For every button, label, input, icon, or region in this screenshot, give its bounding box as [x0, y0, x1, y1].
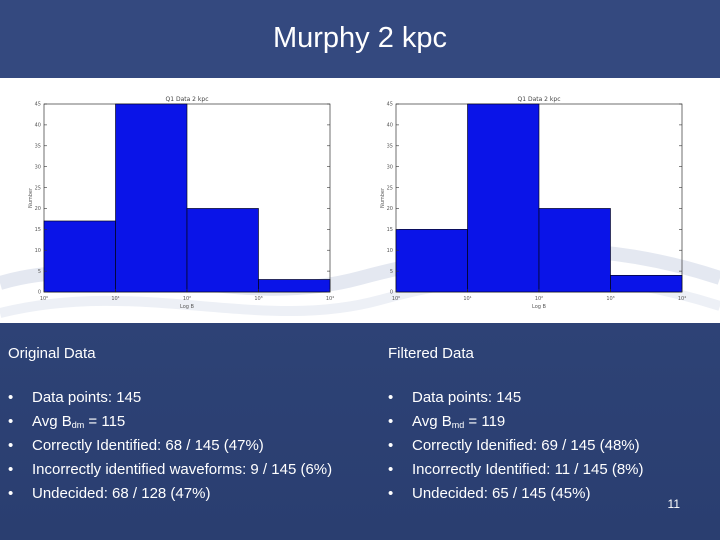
y-tick-label: 5: [390, 269, 393, 275]
y-tick-label: 5: [38, 269, 41, 275]
x-tick-label: 10⁴: [326, 296, 334, 302]
bullet-item: • Undecided: 68 / 128 (47%): [8, 485, 211, 502]
figure-panel: 0 5 10 15 20 25 30 35 40 45 10⁰ 10¹ 10² 10³ 10⁴ Q1 Data…: [0, 78, 720, 323]
histogram-bar: [610, 274, 683, 293]
bullet-item: • Incorrectly identified waveforms: 9 / 1…: [8, 461, 333, 478]
chart-title: Q1 Data 2 kpc: [518, 96, 561, 103]
bullet-item: • Data points: 145: [388, 389, 522, 406]
original-data-heading: Original Data: [8, 345, 96, 362]
bullet-item: • Data points: 145: [8, 389, 142, 406]
y-tick-label: 15: [387, 227, 393, 233]
y-tick-label: 10: [387, 248, 393, 254]
histogram-filtered-svg: 0 5 10 15 20 25 30 35 40 45 10⁰ 10¹ 10² 10³ 10⁴ Q1 Data…: [380, 96, 686, 310]
x-tick-label: 10¹: [463, 296, 471, 302]
histogram-bar: [186, 208, 259, 293]
x-axis-label: Log B: [532, 304, 547, 310]
y-tick-label: 15: [35, 227, 41, 233]
x-tick-label: 10⁰: [392, 296, 400, 302]
histogram-bar: [258, 279, 331, 293]
x-tick-label: 10⁰: [40, 296, 48, 302]
histogram-original: 0 5 10 15 20 25 30 35 40 45 10⁰ 10¹ 10² 10³ 10⁴ Q1 Data…: [26, 92, 344, 312]
y-tick-label: 45: [387, 102, 393, 108]
y-tick-label: 20: [35, 206, 41, 212]
histogram-bar: [395, 229, 468, 293]
y-tick-label: 0: [38, 290, 41, 296]
bullet-item: • Correctly Idenified: 69 / 145 (48%): [388, 437, 640, 454]
filtered-data-heading: Filtered Data: [388, 345, 474, 362]
filtered-data-bullets: • Data points: 145 • Avg Bmd = 119 • Correc…: [388, 388, 644, 508]
x-tick-label: 10⁴: [678, 296, 686, 302]
y-tick-label: 0: [390, 290, 393, 296]
histogram-filtered: 0 5 10 15 20 25 30 35 40 45 10⁰ 10¹ 10² 10³ 10⁴ Q1 Data…: [378, 92, 696, 312]
x-tick-label: 10²: [535, 296, 543, 302]
y-tick-label: 35: [387, 143, 393, 149]
y-tick-label: 40: [387, 123, 393, 129]
x-tick-label: 10²: [183, 296, 191, 302]
y-tick-label: 45: [35, 102, 41, 108]
y-tick-label: 40: [35, 123, 41, 129]
y-tick-label: 30: [387, 164, 393, 170]
histogram-bar: [538, 208, 611, 293]
x-tick-label: 10³: [606, 296, 614, 302]
bullet-item: • Correctly Identified: 68 / 145 (47%): [8, 437, 264, 454]
y-axis-label: Number: [28, 187, 34, 208]
page-number: 11: [667, 497, 680, 511]
chart-title: Q1 Data 2 kpc: [166, 96, 209, 103]
y-tick-label: 25: [387, 185, 393, 191]
bullet-item: • Avg Bdm = 115: [8, 413, 126, 430]
x-tick-label: 10³: [254, 296, 262, 302]
histogram-bar: [115, 103, 188, 293]
y-axis-label: Number: [380, 187, 386, 208]
title-band: [0, 0, 720, 78]
y-tick-label: 30: [35, 164, 41, 170]
bullet-item: • Undecided: 65 / 145 (45%): [388, 485, 591, 502]
y-tick-label: 25: [35, 185, 41, 191]
x-tick-label: 10¹: [111, 296, 119, 302]
y-tick-label: 20: [387, 206, 393, 212]
original-data-bullets: • Data points: 145 • Avg Bdm = 115 • Correc…: [8, 388, 332, 508]
bullet-item: • Incorrectly Identified: 11 / 145 (8%): [388, 461, 644, 478]
y-tick-label: 35: [35, 143, 41, 149]
x-axis-label: Log B: [180, 304, 195, 310]
histogram-bar: [43, 220, 116, 293]
slide-title: Murphy 2 kpc: [272, 22, 448, 54]
bullet-item: • Avg Bmd = 119: [388, 413, 506, 430]
histogram-bar: [467, 103, 540, 293]
y-tick-label: 10: [35, 248, 41, 254]
histogram-original-svg: 0 5 10 15 20 25 30 35 40 45 10⁰ 10¹ 10² 10³ 10⁴ Q1 Data…: [28, 96, 334, 310]
